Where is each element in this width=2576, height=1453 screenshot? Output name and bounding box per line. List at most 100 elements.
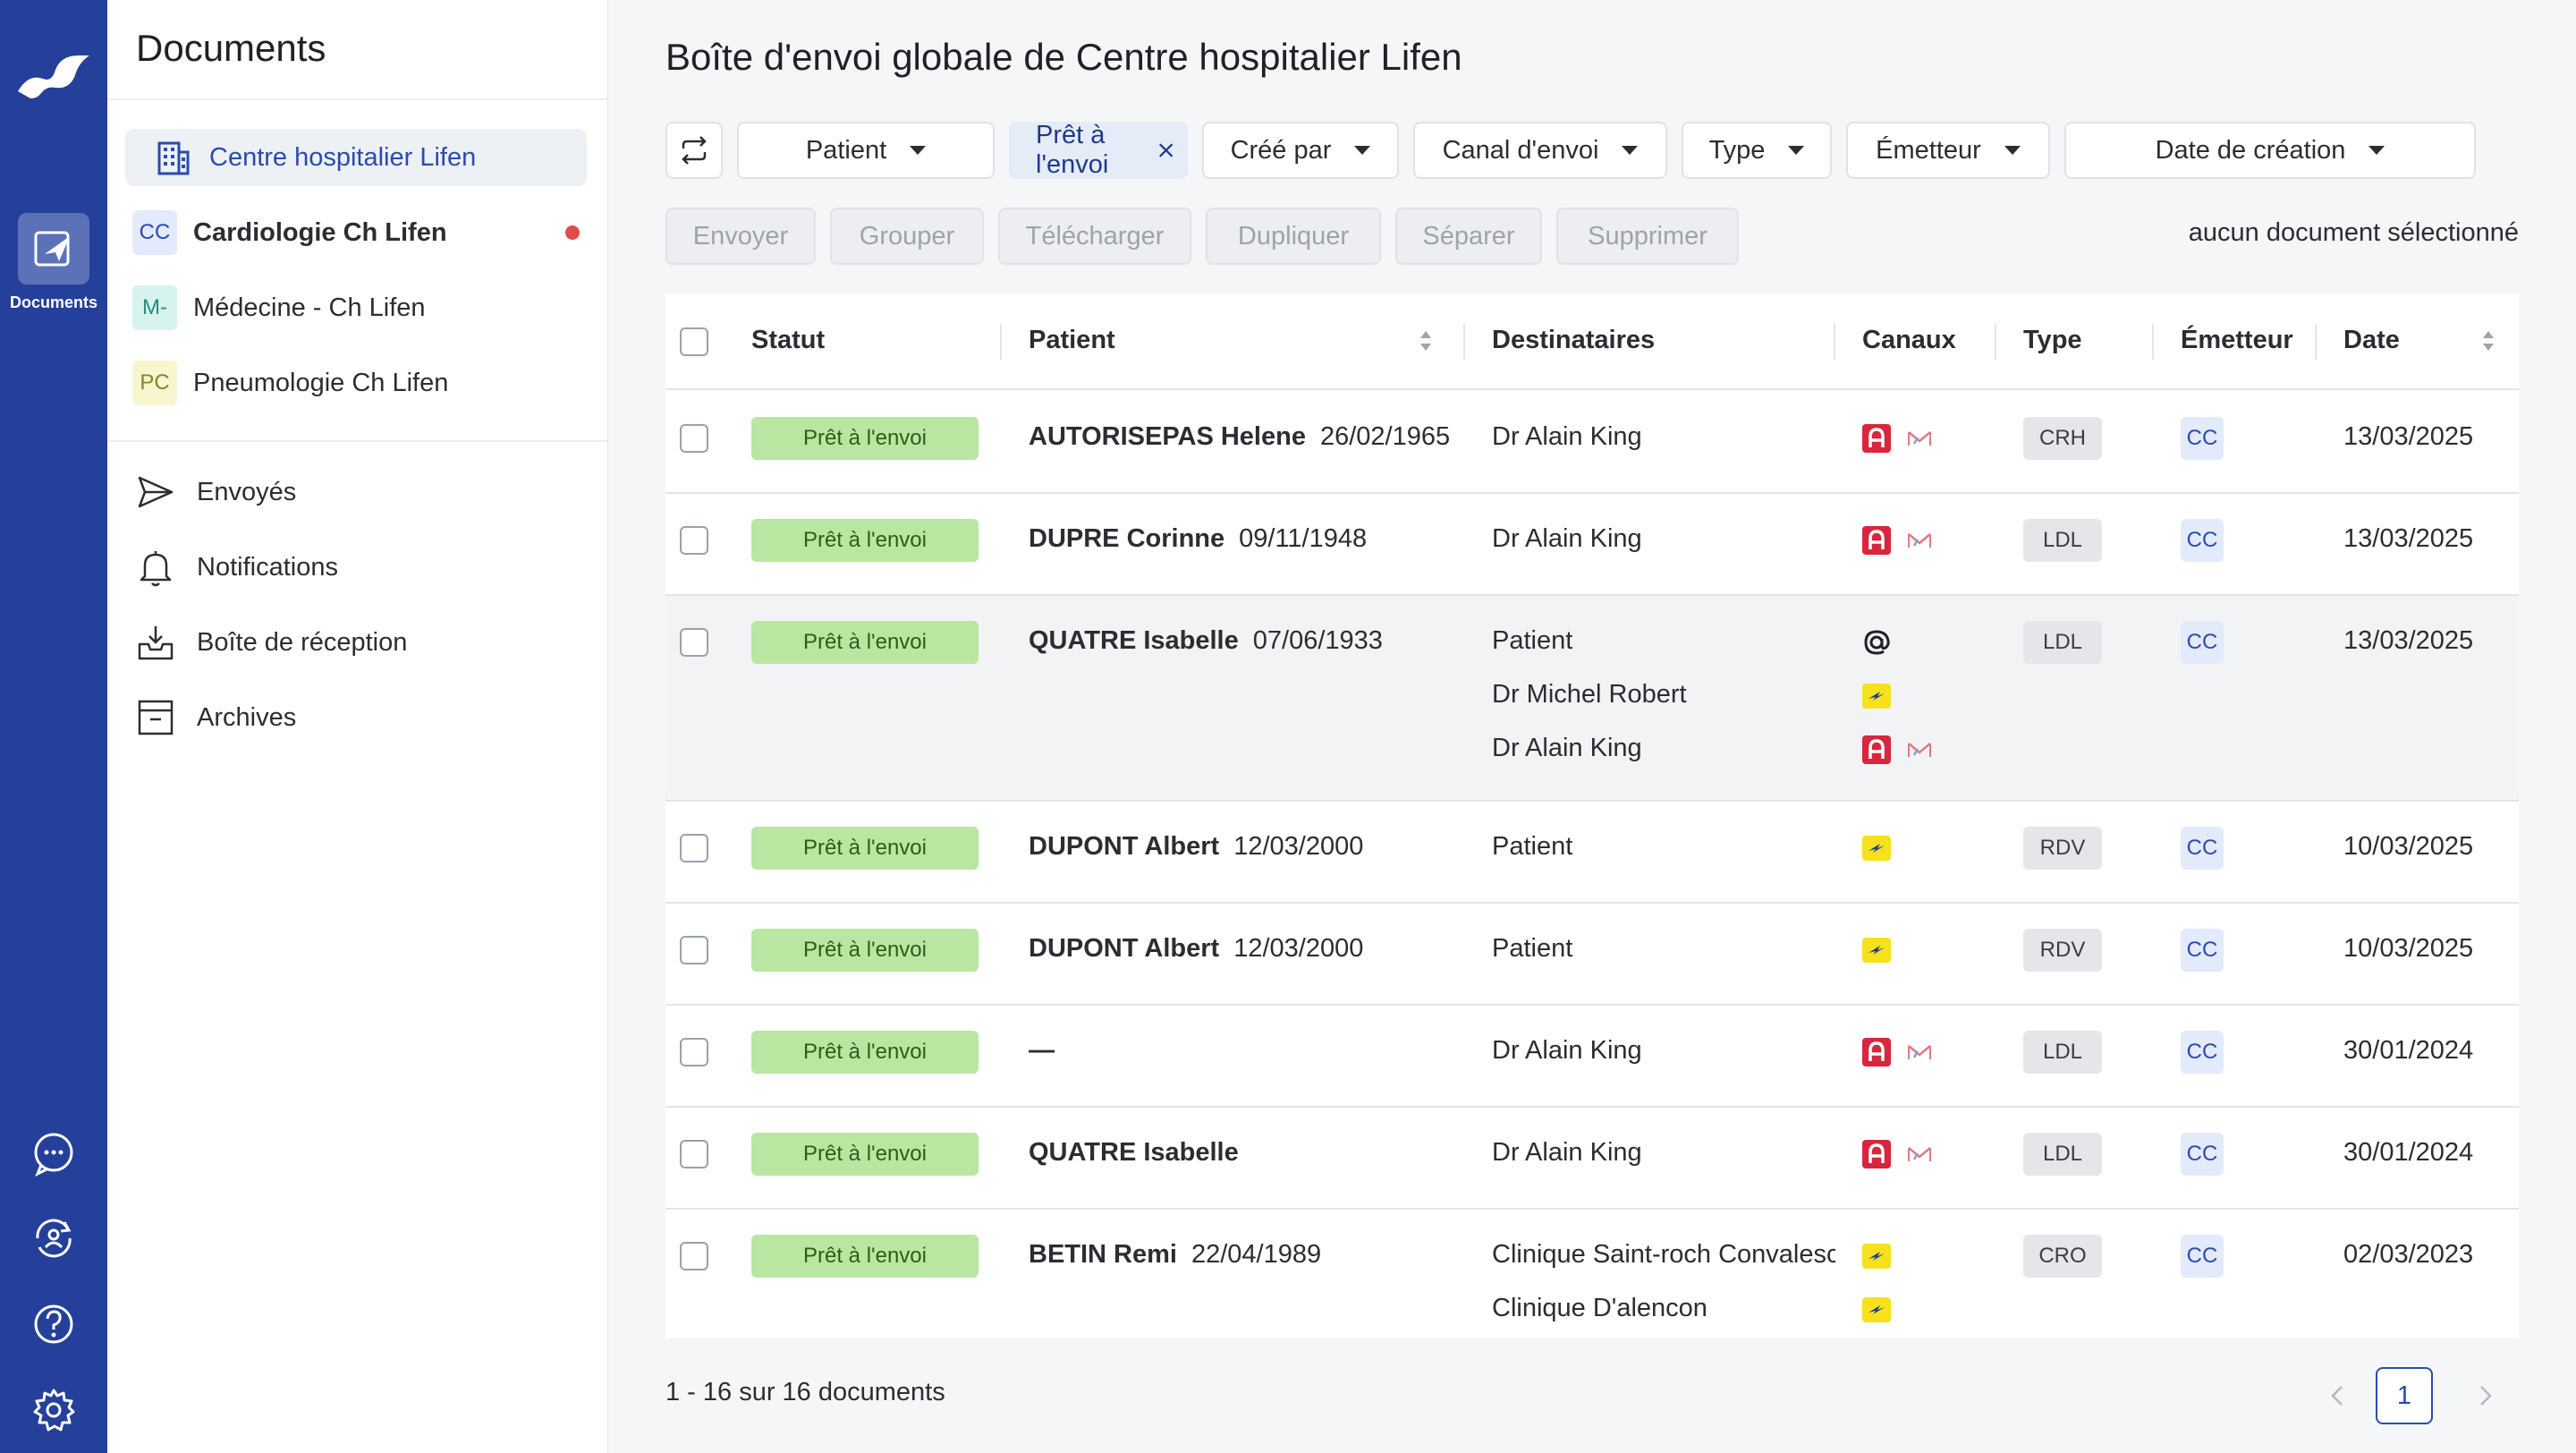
status-badge: Prêt à l'envoi [751,519,979,562]
sidebar-item-notifications[interactable]: Notifications [136,542,338,592]
laposte-icon [1862,1297,1891,1322]
column-separator [2152,324,2154,360]
row-checkbox[interactable] [680,1140,708,1168]
patient-cell[interactable]: — [1029,1036,1055,1066]
table-row[interactable]: Prêt à l'envoi DUPONT Albert 12/03/2000 Pat… [665,904,2519,1006]
type-badge: LDL [2023,1031,2102,1074]
chevron-left-icon[interactable] [2326,1383,2351,1408]
delete-button[interactable]: Supprimer [1556,208,1739,265]
download-button[interactable]: Télécharger [998,208,1191,265]
patient-cell[interactable]: QUATRE Isabelle 07/06/1933 [1029,626,1383,656]
recipient-channels [1862,735,1948,764]
column-header-type: Type [2023,326,2082,354]
chevron-right-icon[interactable] [2472,1383,2497,1408]
sidebar-item-sent[interactable]: Envoyés [136,467,296,517]
date-cell: 13/03/2025 [2343,626,2474,655]
patient-cell[interactable]: DUPONT Albert 12/03/2000 [1029,832,1363,862]
email-icon [1864,630,1890,655]
result-count: 1 - 16 sur 16 documents [665,1378,945,1406]
page-button-current[interactable]: 1 [2376,1367,2433,1424]
date-cell: 13/03/2025 [2343,422,2474,451]
patient-dob: 12/03/2000 [1233,832,1364,861]
filter-type-dropdown[interactable]: Type [1682,122,1832,179]
rail-nav-documents[interactable]: Documents [0,213,107,320]
table-row[interactable]: Prêt à l'envoi QUATRE Isabelle 07/06/1933 P… [665,596,2519,802]
sidebar-title: Documents [136,27,326,69]
patient-cell[interactable]: AUTORISEPAS Helene 26/02/1965 [1029,422,1450,452]
help-icon[interactable] [29,1299,79,1349]
recipient-channels [1862,1140,1948,1168]
dmp-icon [1862,735,1891,764]
table-row[interactable]: Prêt à l'envoi — Dr Alain King LDL CC 30/01/2… [665,1006,2519,1108]
mssante-icon [1908,1045,1931,1059]
sender-badge: CC [2181,929,2224,972]
send-button[interactable]: Envoyer [665,208,816,265]
column-header-date[interactable]: Date [2343,326,2400,354]
archive-icon [138,700,174,735]
action-bar: Envoyer Grouper Télécharger Dupliquer Sé… [665,208,2519,265]
main-content: Boîte d'envoi globale de Centre hospital… [608,0,2576,1453]
column-header-status: Statut [751,326,826,354]
caret-down-icon [1788,146,1805,155]
row-checkbox[interactable] [680,526,708,555]
row-checkbox[interactable] [680,1242,708,1270]
filter-channel-dropdown[interactable]: Canal d'envoi [1413,122,1667,179]
row-checkbox[interactable] [680,628,708,657]
table-row[interactable]: Prêt à l'envoi DUPRE Corinne 09/11/1948 Dr … [665,494,2519,596]
chat-icon[interactable] [29,1129,79,1179]
row-checkbox[interactable] [680,424,708,453]
table-row[interactable]: Prêt à l'envoi DUPONT Albert 12/03/2000 Pat… [665,802,2519,904]
filter-created-by-dropdown[interactable]: Créé par [1202,122,1399,179]
filter-patient-dropdown[interactable]: Patient [737,122,995,179]
table-row[interactable]: Prêt à l'envoi AUTORISEPAS Helene 26/02/19… [665,392,2519,494]
row-checkbox[interactable] [680,1038,708,1066]
active-filter-chip[interactable]: Prêt à l'envoi [1009,121,1188,179]
group-button[interactable]: Grouper [830,208,984,265]
sidebar-item-organization[interactable]: Centre hospitalier Lifen [125,129,587,186]
recipient-name: Dr Alain King [1492,1036,1642,1065]
close-icon[interactable] [1157,138,1175,163]
sync-user-icon[interactable] [29,1213,79,1263]
sort-icon[interactable] [1417,327,1435,354]
column-header-recipients: Destinataires [1492,326,1656,354]
filter-creation-date-dropdown[interactable]: Date de création [2064,122,2476,179]
documents-send-icon [18,213,89,285]
recipient-name: Dr Alain King [1492,734,1642,762]
sort-icon[interactable] [2479,327,2497,354]
table-row[interactable]: Prêt à l'envoi QUATRE Isabelle Dr Alain Ki… [665,1108,2519,1210]
patient-cell[interactable]: BETIN Remi 22/04/1989 [1029,1240,1321,1270]
split-button[interactable]: Séparer [1395,208,1542,265]
sidebar-item-label: Boîte de réception [197,627,408,657]
sidebar-item-inbox[interactable]: Boîte de réception [136,617,407,667]
column-header-patient[interactable]: Patient [1029,326,1115,354]
date-cell: 13/03/2025 [2343,524,2474,553]
recipient-name: Dr Alain King [1492,422,1642,451]
recipient-channels [1862,628,1905,657]
filter-sender-dropdown[interactable]: Émetteur [1846,122,2050,179]
patient-cell[interactable]: DUPRE Corinne 09/11/1948 [1029,524,1367,554]
sidebar-item-service[interactable]: M- Médecine - Ch Lifen [132,281,580,335]
duplicate-button[interactable]: Dupliquer [1206,208,1381,265]
select-all-checkbox[interactable] [680,327,708,356]
patient-cell[interactable]: QUATRE Isabelle [1029,1138,1239,1168]
sidebar-item-archives[interactable]: Archives [136,693,296,743]
recipient-name: Patient [1492,626,1573,655]
sender-badge: CC [2181,519,2224,562]
settings-gear-icon[interactable] [29,1385,79,1435]
row-checkbox[interactable] [680,936,708,964]
laposte-icon [1862,938,1891,963]
reset-filters-button[interactable] [665,122,723,179]
sidebar-item-service[interactable]: CC Cardiologie Ch Lifen [132,206,580,259]
recipient-channels [1862,1242,1905,1270]
dmp-icon [1862,1140,1891,1168]
patient-name: — [1029,1036,1055,1065]
bell-icon [140,551,172,587]
laposte-icon [1862,1244,1891,1269]
lifen-logo[interactable] [16,47,91,104]
type-badge: CRO [2023,1235,2102,1278]
patient-cell[interactable]: DUPONT Albert 12/03/2000 [1029,934,1363,964]
row-checkbox[interactable] [680,834,708,862]
table-row[interactable]: Prêt à l'envoi BETIN Remi 22/04/1989 Cliniq… [665,1210,2519,1346]
patient-name: DUPRE Corinne [1029,524,1225,553]
sidebar-item-service[interactable]: PC Pneumologie Ch Lifen [132,356,580,410]
